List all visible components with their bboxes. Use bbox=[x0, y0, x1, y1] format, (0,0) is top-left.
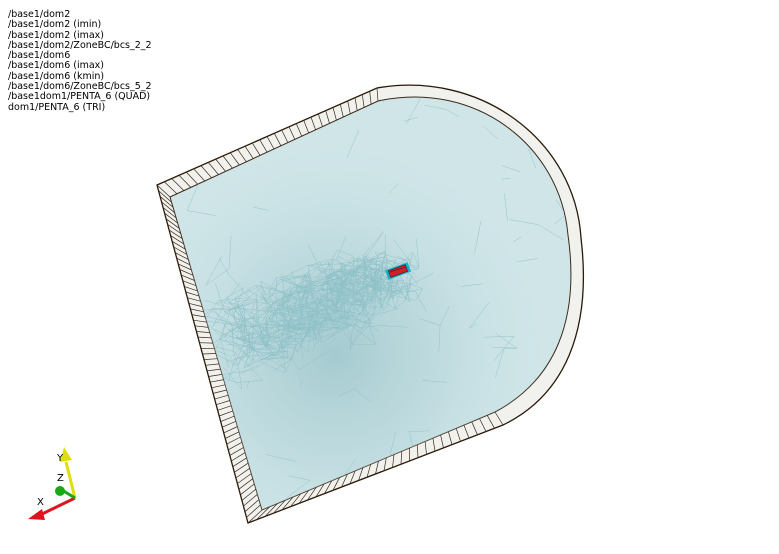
x-axis-arrowhead bbox=[28, 509, 45, 520]
legend-entry: /base1/dom2 bbox=[8, 9, 71, 20]
legend-entry: /base1/dom6 (imax) bbox=[8, 60, 105, 72]
axis-triad: Y Z X bbox=[28, 447, 77, 520]
mesh-dense-region bbox=[170, 97, 571, 510]
legend-entry: /base1/dom6/ZoneBC/bcs_5_2 bbox=[8, 81, 152, 93]
x-axis-line bbox=[39, 496, 76, 517]
legend-entry: /base1/dom6 (kmin) bbox=[8, 70, 105, 82]
legend-entry: /base1/dom6 bbox=[8, 50, 71, 62]
boundary-layer-cells bbox=[156, 87, 504, 524]
obstacle-body bbox=[385, 262, 411, 280]
mesh-wireframe bbox=[170, 97, 571, 510]
legend-entry: /base1/dom2 (imax) bbox=[8, 29, 105, 41]
y-axis-label: Y bbox=[56, 453, 64, 464]
mesh-edges bbox=[170, 97, 571, 510]
y-axis-line bbox=[64, 461, 77, 499]
y-axis-arrowhead bbox=[60, 447, 72, 462]
boundary-tick-marks bbox=[156, 87, 504, 524]
zone-legend: /base1/dom2/base1/dom2 (imin)/base1/dom2… bbox=[8, 9, 152, 113]
legend-entry: /base1/dom2 (imin) bbox=[8, 19, 102, 31]
z-axis-arrowhead bbox=[55, 486, 65, 496]
legend-entry: /base1dom1/PENTA_6 (QUAD) bbox=[8, 91, 151, 103]
z-axis-label: Z bbox=[57, 473, 64, 484]
legend-entry: dom1/PENTA_6 (TRI) bbox=[8, 101, 106, 113]
legend-entry: /base1/dom2/ZoneBC/bcs_2_2 bbox=[8, 39, 152, 51]
x-axis-label: X bbox=[37, 497, 44, 508]
